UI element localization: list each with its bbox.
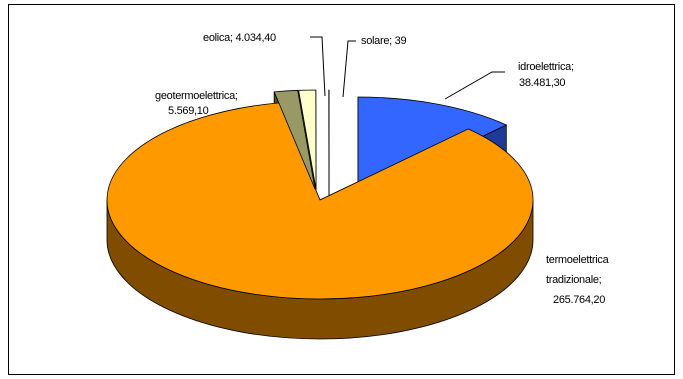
pie-tops: [106, 89, 534, 300]
label-termoelettrica-line1: termoelettrica: [546, 254, 610, 266]
leader-line-solare: [342, 40, 356, 98]
slice-geotermoelettrica: [273, 89, 316, 190]
label-idroelettrica-value: 38.481,30: [519, 77, 565, 89]
label-solare: solare; 39: [361, 35, 406, 47]
leader-lines: [310, 36, 505, 100]
slice-eolica: [298, 89, 317, 190]
label-geotermoelettrica-name: geotermoelettrica;: [155, 90, 238, 102]
data-labels: eolica; 4.034,40 solare; 39 idroelettric…: [155, 32, 610, 306]
label-termoelettrica-value: 265.764,20: [553, 294, 605, 306]
label-idroelettrica-name: idroelettrica;: [518, 61, 574, 73]
leader-line-eolica: [310, 36, 326, 97]
label-eolica: eolica; 4.034,40: [203, 32, 276, 44]
label-geotermoelettrica-value: 5.569,10: [168, 105, 209, 117]
slice-termoelettrica-tradizionale: [106, 102, 534, 300]
label-termoelettrica-line2: tradizionale;: [546, 274, 602, 286]
leader-line-idroelettrica: [444, 71, 505, 100]
